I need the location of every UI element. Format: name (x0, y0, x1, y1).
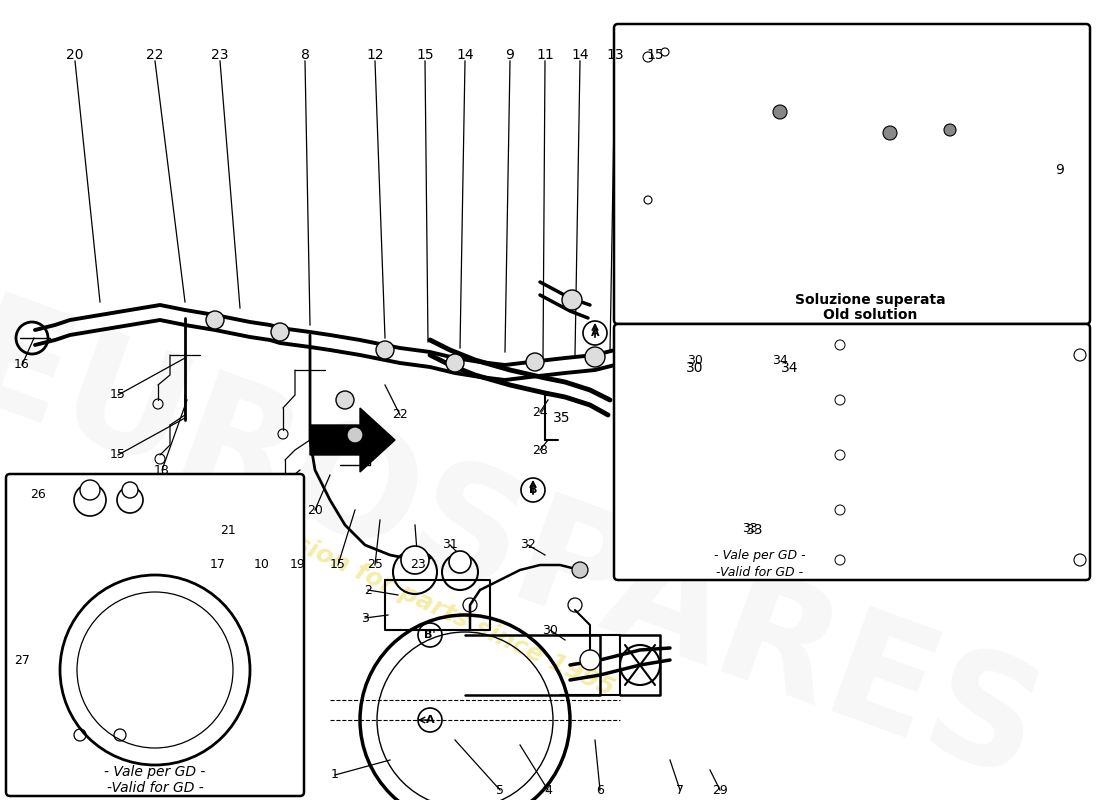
Text: 6: 6 (596, 783, 604, 797)
Text: 28: 28 (532, 443, 548, 457)
Text: 2: 2 (364, 583, 372, 597)
Text: 16: 16 (14, 358, 30, 371)
Circle shape (376, 341, 394, 359)
Text: 11: 11 (536, 48, 554, 62)
Text: 34: 34 (781, 361, 799, 375)
FancyBboxPatch shape (6, 474, 304, 796)
Text: 9: 9 (1056, 163, 1065, 177)
Text: 13: 13 (606, 48, 624, 62)
Text: a passion for parts since 1995: a passion for parts since 1995 (222, 499, 618, 701)
Text: 14: 14 (456, 48, 474, 62)
Text: -Valid for GD -: -Valid for GD - (716, 566, 804, 578)
Text: 24: 24 (532, 406, 548, 418)
Text: 27: 27 (14, 654, 30, 666)
Text: 14: 14 (571, 48, 588, 62)
Circle shape (585, 347, 605, 367)
Text: 18: 18 (154, 463, 169, 477)
Text: 22: 22 (146, 48, 164, 62)
Text: 23: 23 (410, 558, 426, 571)
FancyBboxPatch shape (614, 324, 1090, 580)
Text: 9: 9 (506, 48, 515, 62)
Text: - Vale per GD -: - Vale per GD - (104, 765, 206, 779)
Text: 15: 15 (110, 449, 125, 462)
Circle shape (446, 354, 464, 372)
Circle shape (526, 353, 544, 371)
Text: Old solution: Old solution (823, 308, 917, 322)
Circle shape (562, 290, 582, 310)
Circle shape (572, 562, 588, 578)
Text: 12: 12 (366, 48, 384, 62)
Circle shape (773, 105, 786, 119)
Circle shape (271, 323, 289, 341)
Circle shape (449, 551, 471, 573)
Text: 1: 1 (331, 769, 339, 782)
Text: 30: 30 (686, 361, 704, 375)
Text: 15: 15 (416, 48, 433, 62)
Circle shape (883, 126, 896, 140)
Circle shape (402, 546, 429, 574)
Text: 22: 22 (392, 409, 408, 422)
Text: A: A (591, 328, 600, 338)
Text: 29: 29 (712, 783, 728, 797)
Text: 30: 30 (542, 623, 558, 637)
Text: 3: 3 (361, 611, 368, 625)
Text: 15: 15 (110, 389, 125, 402)
Text: 4: 4 (544, 783, 552, 797)
Text: - Vale per GD -: - Vale per GD - (714, 549, 806, 562)
Text: 33: 33 (742, 522, 758, 534)
Text: A: A (426, 715, 434, 725)
Text: Soluzione superata: Soluzione superata (794, 293, 945, 307)
Circle shape (80, 480, 100, 500)
Circle shape (206, 311, 224, 329)
Text: 8: 8 (300, 48, 309, 62)
Text: EUROSPARES: EUROSPARES (0, 286, 1058, 800)
Text: 23: 23 (211, 48, 229, 62)
Text: 15: 15 (646, 48, 663, 62)
Text: 15: 15 (330, 558, 345, 571)
Text: 30: 30 (688, 354, 703, 366)
Circle shape (122, 482, 138, 498)
Text: 21: 21 (220, 523, 235, 537)
Text: 35: 35 (553, 411, 571, 425)
Circle shape (580, 650, 600, 670)
Text: 25: 25 (367, 558, 383, 571)
Text: 19: 19 (290, 558, 306, 571)
Text: 20: 20 (66, 48, 84, 62)
FancyBboxPatch shape (614, 24, 1090, 324)
Text: 20: 20 (307, 503, 323, 517)
Circle shape (346, 427, 363, 443)
Text: 7: 7 (676, 783, 684, 797)
Text: 32: 32 (520, 538, 536, 551)
Circle shape (944, 124, 956, 136)
Text: B: B (529, 485, 537, 495)
Text: 10: 10 (254, 558, 270, 571)
Text: 5: 5 (496, 783, 504, 797)
Circle shape (336, 391, 354, 409)
Text: 33: 33 (746, 523, 763, 537)
Text: 34: 34 (772, 354, 788, 366)
Text: 26: 26 (30, 489, 46, 502)
Text: B': B' (425, 630, 436, 640)
Polygon shape (310, 408, 395, 472)
Text: -Valid for GD -: -Valid for GD - (107, 781, 204, 795)
Text: 17: 17 (210, 558, 225, 571)
Text: 31: 31 (442, 538, 458, 551)
